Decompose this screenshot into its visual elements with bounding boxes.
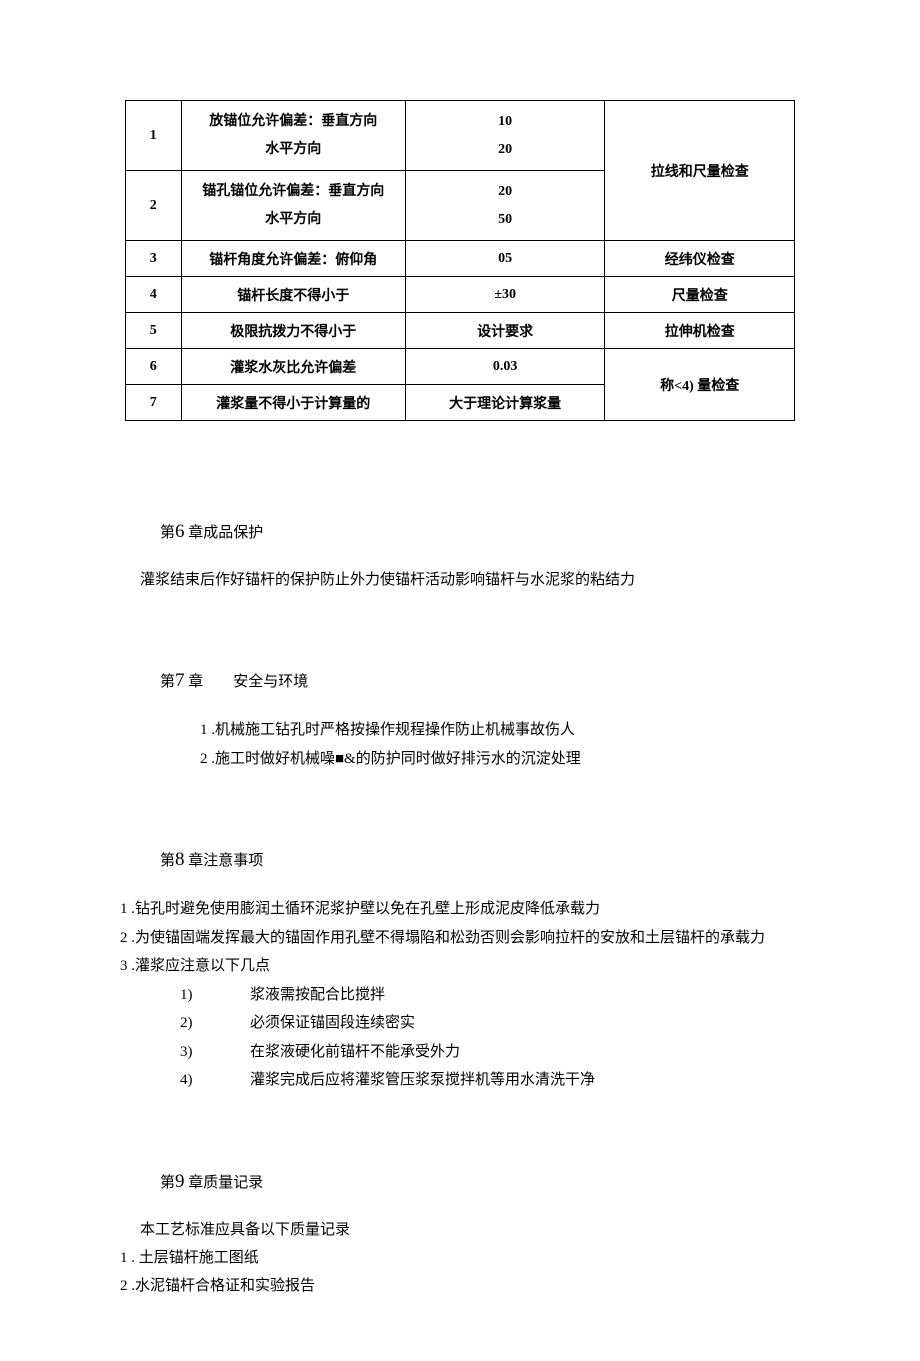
table-cell-num: 3 bbox=[126, 241, 182, 277]
table-cell-num: 7 bbox=[126, 385, 182, 421]
heading-suffix: 章 安全与环境 bbox=[185, 674, 309, 690]
chapter-7-heading: 第7 章 安全与环境 bbox=[160, 670, 860, 692]
subitem-text: 浆液需按配合比搅拌 bbox=[250, 987, 385, 1003]
heading-number: 9 bbox=[175, 1171, 185, 1192]
table-cell-desc: 灌浆量不得小于计算量的 bbox=[181, 385, 405, 421]
table-cell-val: 10 20 bbox=[405, 101, 605, 171]
table-cell-num: 4 bbox=[126, 277, 182, 313]
chapter-8-subitem: 3)在浆液硬化前锚杆不能承受外力 bbox=[180, 1038, 860, 1067]
table-cell-num: 1 bbox=[126, 101, 182, 171]
chapter-7-item: 1 .机械施工钻孔时严格按操作规程操作防止机械事故伤人 bbox=[200, 716, 860, 745]
table-cell-check: 尺量检查 bbox=[605, 277, 795, 313]
heading-number: 7 bbox=[175, 670, 185, 691]
table-cell-desc: 锚杆长度不得小于 bbox=[181, 277, 405, 313]
chapter-7-item: 2 .施工时做好机械噪■&的防护同时做好排污水的沉淀处理 bbox=[200, 745, 860, 774]
cell-line: 20 bbox=[406, 178, 605, 206]
chapter-9-intro: 本工艺标准应具备以下质量记录 bbox=[140, 1217, 860, 1244]
chapter-9-item: 1 . 土层锚杆施工图纸 bbox=[120, 1244, 860, 1273]
heading-prefix: 第 bbox=[160, 1175, 175, 1191]
subitem-text: 必须保证锚固段连续密实 bbox=[250, 1015, 415, 1031]
table-cell-num: 5 bbox=[126, 313, 182, 349]
table-cell-check: 经纬仪检查 bbox=[605, 241, 795, 277]
chapter-8-subitem: 1)浆液需按配合比搅拌 bbox=[180, 981, 860, 1010]
heading-prefix: 第 bbox=[160, 674, 175, 690]
chapter-8-item: 2 .为使锚固端发挥最大的锚固作用孔壁不得塌陷和松劲否则会影响拉杆的安放和土层锚… bbox=[120, 924, 860, 953]
table-cell-val: 0.03 bbox=[405, 349, 605, 385]
subitem-text: 在浆液硬化前锚杆不能承受外力 bbox=[250, 1044, 460, 1060]
table-cell-check: 称<4) 量检查 bbox=[605, 349, 795, 421]
table-cell-val: 20 50 bbox=[405, 171, 605, 241]
subitem-num: 4) bbox=[180, 1066, 250, 1095]
table-cell-val: 大于理论计算浆量 bbox=[405, 385, 605, 421]
chapter-8-item: 1 .钻孔时避免使用膨润土循环泥浆护壁以免在孔壁上形成泥皮降低承载力 bbox=[120, 895, 860, 924]
table-cell-desc: 极限抗拨力不得小于 bbox=[181, 313, 405, 349]
table-cell-desc: 灌浆水灰比允许偏差 bbox=[181, 349, 405, 385]
subitem-num: 3) bbox=[180, 1038, 250, 1067]
heading-number: 8 bbox=[175, 849, 185, 870]
table-cell-val: 05 bbox=[405, 241, 605, 277]
table-cell-desc: 锚杆角度允许偏差：俯仰角 bbox=[181, 241, 405, 277]
table-cell-check: 拉伸机检查 bbox=[605, 313, 795, 349]
cell-line: 20 bbox=[406, 136, 605, 164]
subitem-num: 1) bbox=[180, 981, 250, 1010]
heading-prefix: 第 bbox=[160, 525, 175, 541]
table-cell-num: 2 bbox=[126, 171, 182, 241]
heading-prefix: 第 bbox=[160, 853, 175, 869]
cell-line: 50 bbox=[406, 206, 605, 234]
chapter-9-heading: 第9 章质量记录 bbox=[160, 1171, 860, 1193]
heading-suffix: 章成品保护 bbox=[185, 525, 264, 541]
table-cell-num: 6 bbox=[126, 349, 182, 385]
table-cell-val: ±30 bbox=[405, 277, 605, 313]
tolerance-table: 1 放锚位允许偏差：垂直方向 水平方向 10 20 拉线和尺量检查 2 锚孔锚位… bbox=[125, 100, 795, 421]
cell-line: 水平方向 bbox=[182, 136, 405, 164]
chapter-6-heading: 第6 章成品保护 bbox=[160, 521, 860, 543]
table-cell-check: 拉线和尺量检查 bbox=[605, 101, 795, 241]
cell-line: 10 bbox=[406, 108, 605, 136]
chapter-8-heading: 第8 章注意事项 bbox=[160, 849, 860, 871]
chapter-8-item: 3 .灌浆应注意以下几点 bbox=[120, 952, 860, 981]
chapter-9-item: 2 .水泥锚杆合格证和实验报告 bbox=[120, 1272, 860, 1301]
cell-line: 锚孔锚位允许偏差：垂直方向 bbox=[182, 178, 405, 206]
heading-suffix: 章质量记录 bbox=[185, 1175, 264, 1191]
subitem-text: 灌浆完成后应将灌浆管压浆泵搅拌机等用水清洗干净 bbox=[250, 1072, 595, 1088]
heading-suffix: 章注意事项 bbox=[185, 853, 264, 869]
cell-line: 放锚位允许偏差：垂直方向 bbox=[182, 108, 405, 136]
chapter-8-subitem: 4)灌浆完成后应将灌浆管压浆泵搅拌机等用水清洗干净 bbox=[180, 1066, 860, 1095]
cell-line: 水平方向 bbox=[182, 206, 405, 234]
heading-number: 6 bbox=[175, 521, 185, 542]
chapter-8-subitem: 2)必须保证锚固段连续密实 bbox=[180, 1009, 860, 1038]
table-cell-val: 设计要求 bbox=[405, 313, 605, 349]
table-cell-desc: 锚孔锚位允许偏差：垂直方向 水平方向 bbox=[181, 171, 405, 241]
subitem-num: 2) bbox=[180, 1009, 250, 1038]
table-cell-desc: 放锚位允许偏差：垂直方向 水平方向 bbox=[181, 101, 405, 171]
chapter-6-body: 灌浆结束后作好锚杆的保护防止外力使锚杆活动影响锚杆与水泥浆的粘结力 bbox=[140, 567, 860, 594]
